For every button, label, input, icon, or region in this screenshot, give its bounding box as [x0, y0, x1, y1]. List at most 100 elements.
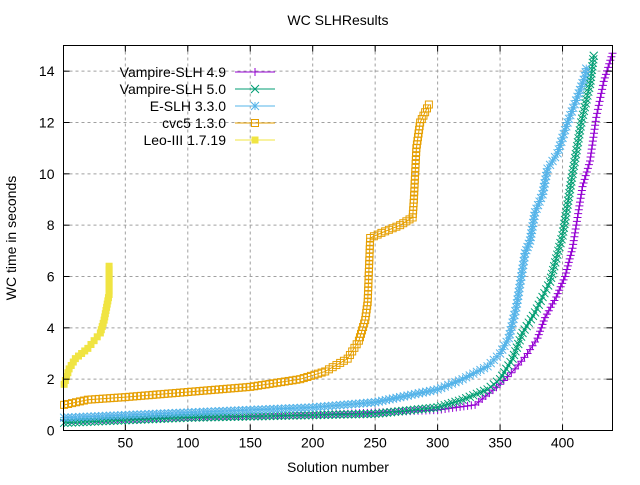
- cross-marker: [331, 410, 341, 419]
- data-point-marker: [105, 262, 113, 270]
- plus-marker: [578, 182, 587, 191]
- data-point-marker: [335, 410, 345, 419]
- plus-marker: [567, 247, 576, 256]
- star-marker: [559, 129, 569, 139]
- star-marker: [515, 279, 525, 289]
- star-marker: [513, 291, 523, 301]
- data-point-marker: [413, 405, 423, 414]
- star-marker: [567, 107, 577, 116]
- plus-marker: [558, 279, 567, 288]
- data-point-marker: [508, 318, 517, 328]
- plus-marker: [563, 261, 572, 270]
- data-point-marker: [288, 411, 298, 420]
- data-point-marker: [562, 204, 572, 213]
- plus-marker: [561, 268, 570, 277]
- data-point-marker: [558, 227, 568, 236]
- cross-marker: [343, 410, 353, 419]
- star-marker: [548, 156, 557, 166]
- data-point-marker: [525, 236, 535, 245]
- data-point-marker: [530, 211, 539, 221]
- data-point-marker: [604, 63, 613, 72]
- data-point-marker: [253, 411, 263, 421]
- data-point-marker: [61, 376, 69, 384]
- data-point-marker: [292, 411, 302, 420]
- star-marker: [558, 133, 567, 143]
- star-marker: [571, 96, 581, 105]
- star-marker: [581, 68, 590, 77]
- plus-marker: [572, 221, 581, 230]
- plus-marker: [581, 171, 590, 180]
- data-point-marker: [566, 251, 575, 260]
- data-point-marker: [500, 341, 509, 351]
- plus-marker: [566, 251, 575, 260]
- data-point-marker: [581, 68, 590, 77]
- data-point-marker: [507, 322, 516, 331]
- plus-marker: [591, 117, 600, 126]
- plus-marker: [580, 175, 589, 184]
- plus-marker: [575, 201, 584, 210]
- star-marker: [528, 218, 538, 228]
- plus-marker: [536, 327, 545, 336]
- data-point-marker: [586, 157, 595, 165]
- cross-marker: [296, 410, 306, 420]
- data-point-marker: [433, 385, 442, 394]
- series-e-slh-3-3-0: [59, 64, 591, 423]
- star-marker: [512, 299, 522, 308]
- plus-marker: [586, 153, 595, 162]
- star-marker: [542, 168, 552, 177]
- star-marker: [497, 345, 507, 355]
- data-point-marker: [570, 153, 580, 163]
- data-point-marker: [516, 272, 526, 281]
- cross-marker: [569, 161, 579, 171]
- star-marker: [388, 394, 398, 403]
- data-point-marker: [105, 266, 113, 274]
- cross-marker: [265, 411, 275, 421]
- plus-marker: [539, 316, 548, 325]
- star-marker: [518, 260, 528, 270]
- cross-marker: [564, 192, 574, 202]
- star-marker: [518, 264, 527, 274]
- data-point-marker: [410, 389, 420, 399]
- cross-marker: [257, 411, 267, 421]
- data-point-marker: [425, 403, 435, 413]
- cross-marker: [565, 184, 575, 194]
- cross-marker: [566, 177, 576, 186]
- plus-marker: [577, 186, 586, 195]
- cross-marker: [573, 137, 583, 147]
- data-point-marker: [587, 149, 596, 158]
- cross-marker: [335, 410, 345, 419]
- star-marker: [578, 78, 587, 88]
- star-marker: [476, 365, 485, 375]
- filled-square-marker: [105, 283, 113, 291]
- star-marker: [561, 121, 571, 131]
- data-point-marker: [579, 179, 588, 187]
- star-marker: [429, 385, 439, 395]
- data-point-marker: [537, 323, 546, 332]
- star-marker: [568, 103, 578, 113]
- legend-label: Vampire-SLH 4.9: [120, 64, 227, 80]
- data-point-marker: [575, 201, 584, 210]
- data-point-marker: [105, 287, 113, 295]
- star-marker: [550, 152, 560, 162]
- data-point-marker: [593, 105, 602, 114]
- data-point-marker: [347, 409, 357, 419]
- plus-marker: [576, 194, 585, 203]
- cross-marker: [249, 411, 259, 421]
- data-point-marker: [567, 247, 576, 256]
- plus-marker: [503, 372, 512, 381]
- plus-marker: [548, 299, 557, 308]
- star-marker: [530, 211, 539, 221]
- data-point-marker: [541, 175, 550, 185]
- data-point-marker: [574, 129, 584, 139]
- legend-label: Vampire-SLH 5.0: [120, 81, 227, 97]
- plus-marker: [541, 313, 550, 322]
- series-leo-iii-1-7-19: [60, 262, 113, 388]
- star-marker: [541, 175, 550, 185]
- y-tick-label: 4: [47, 320, 55, 336]
- plus-marker: [588, 141, 597, 150]
- plus-marker: [574, 209, 583, 218]
- star-marker: [504, 333, 514, 343]
- star-marker: [573, 92, 582, 102]
- data-point-marker: [594, 101, 603, 110]
- data-point-marker: [265, 411, 275, 421]
